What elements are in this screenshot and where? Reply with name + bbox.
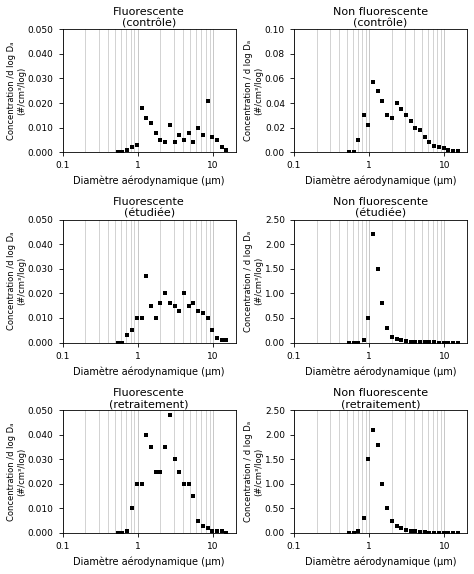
Title: Fluorescente
(retraitement): Fluorescente (retraitement)	[109, 388, 189, 409]
Title: Non fluorescente
(retraitement): Non fluorescente (retraitement)	[333, 388, 428, 409]
Y-axis label: Concentration / d log Dₐ
(#/cm³/log): Concentration / d log Dₐ (#/cm³/log)	[244, 421, 264, 522]
Title: Fluorescente
(contrôle): Fluorescente (contrôle)	[113, 7, 185, 29]
Y-axis label: Concentration / d log Dₐ
(#/cm³/log): Concentration / d log Dₐ (#/cm³/log)	[244, 231, 264, 332]
X-axis label: Diamètre aérodynamique (µm): Diamètre aérodynamique (µm)	[73, 176, 225, 186]
Y-axis label: Concentration /d log Dₐ
(#/cm³/log): Concentration /d log Dₐ (#/cm³/log)	[7, 422, 27, 521]
X-axis label: Diamètre aérodynamique (µm): Diamètre aérodynamique (µm)	[305, 366, 456, 377]
Title: Non fluorescente
(contrôle): Non fluorescente (contrôle)	[333, 7, 428, 29]
Title: Fluorescente
(étudiée): Fluorescente (étudiée)	[113, 197, 185, 219]
Y-axis label: Concentration / d log Dₐ
(#/cm³/log): Concentration / d log Dₐ (#/cm³/log)	[244, 40, 264, 141]
Y-axis label: Concentration /d log Dₐ
(#/cm³/log): Concentration /d log Dₐ (#/cm³/log)	[7, 232, 27, 331]
Title: Non fluorescente
(étudiée): Non fluorescente (étudiée)	[333, 197, 428, 219]
X-axis label: Diamètre aérodynamique (µm): Diamètre aérodynamique (µm)	[305, 176, 456, 186]
Y-axis label: Concentration /d log Dₐ
(#/cm³/log): Concentration /d log Dₐ (#/cm³/log)	[7, 41, 27, 140]
X-axis label: Diamètre aérodynamique (µm): Diamètre aérodynamique (µm)	[73, 366, 225, 377]
X-axis label: Diamètre aérodynamique (µm): Diamètre aérodynamique (µm)	[73, 557, 225, 567]
X-axis label: Diamètre aérodynamique (µm): Diamètre aérodynamique (µm)	[305, 557, 456, 567]
